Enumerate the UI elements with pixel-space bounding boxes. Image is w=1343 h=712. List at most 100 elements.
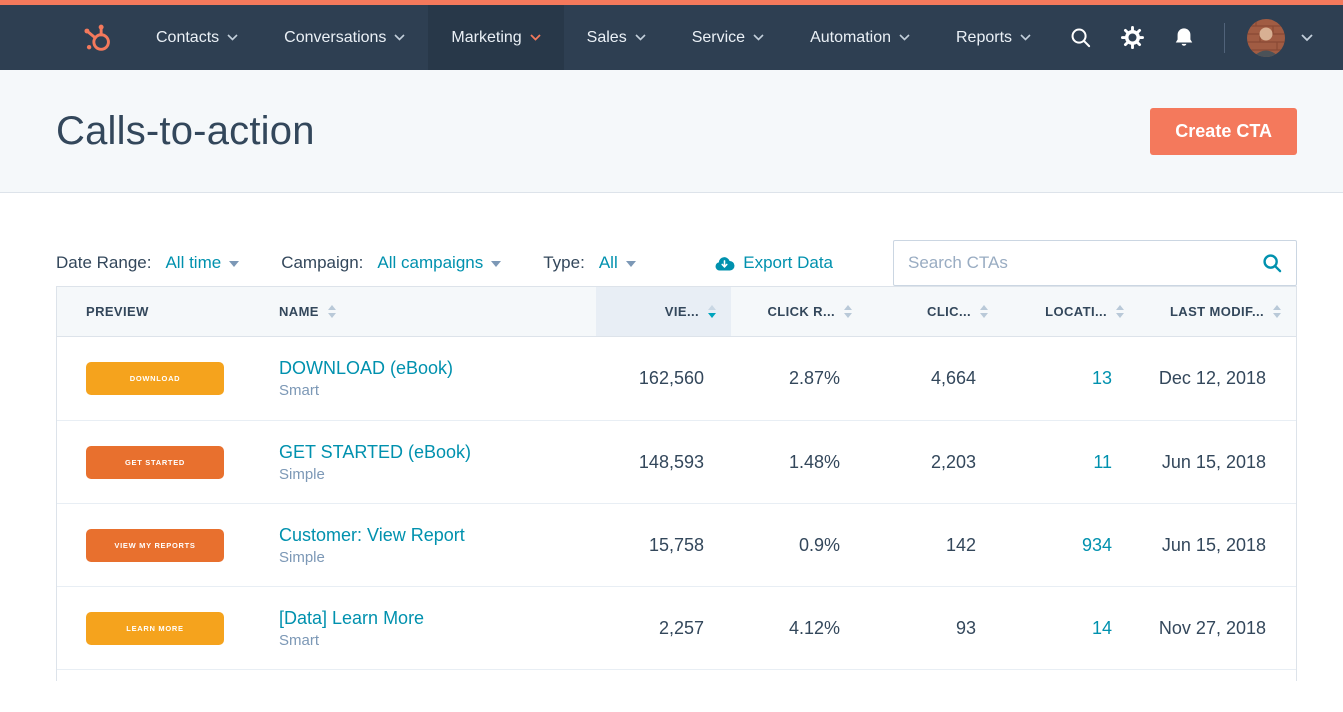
navbar-divider (1224, 22, 1226, 53)
chevron-down-icon (899, 34, 910, 41)
nav-item-marketing[interactable]: Marketing (428, 5, 564, 70)
type-dropdown[interactable]: All (599, 253, 636, 273)
sort-arrows-icon (327, 305, 336, 318)
table-header-row: PREVIEW NAME VIE... CLICK R... CLIC... L… (57, 287, 1296, 337)
column-header-locations[interactable]: LOCATI... (1003, 304, 1139, 319)
page-title: Calls-to-action (56, 108, 315, 153)
views-value: 15,758 (648, 534, 704, 555)
last-modified-value: Jun 15, 2018 (1161, 451, 1266, 472)
cta-name-link[interactable]: Customer: View Report (279, 524, 465, 545)
name-cell: DOWNLOAD (eBook) Smart (279, 358, 596, 399)
table-row: VIEW MY REPORTS Customer: View Report Si… (57, 504, 1296, 587)
name-cell: [Data] Learn More Smart (279, 608, 596, 649)
nav-item-label: Reports (956, 28, 1013, 46)
type-filter: Type: All (543, 253, 636, 273)
views-value: 148,593 (638, 451, 704, 472)
views-value: 2,257 (658, 617, 704, 638)
column-label: PREVIEW (86, 304, 149, 319)
clicks-value: 4,664 (930, 368, 976, 388)
hubspot-logo[interactable] (82, 5, 113, 70)
table-row: DOWNLOAD DOWNLOAD (eBook) Smart 162,560 … (57, 337, 1296, 421)
last-modified-value: Jun 15, 2018 (1161, 534, 1266, 555)
sort-arrows-icon (1116, 305, 1124, 318)
preview-cell: DOWNLOAD (57, 362, 279, 395)
nav-item-conversations[interactable]: Conversations (261, 5, 428, 70)
nav-item-sales[interactable]: Sales (564, 5, 669, 70)
search-ctas-input[interactable] (893, 240, 1297, 286)
cta-type: Simple (279, 548, 325, 566)
account-chevron-icon[interactable] (1301, 33, 1313, 42)
export-data-button[interactable]: Export Data (714, 253, 833, 273)
locations-link[interactable]: 934 (1081, 534, 1112, 555)
cta-name-link[interactable]: GET STARTED (eBook) (279, 441, 472, 462)
nav-item-contacts[interactable]: Contacts (133, 5, 261, 70)
cta-type: Smart (279, 382, 320, 399)
cta-preview-button[interactable]: DOWNLOAD (86, 362, 224, 395)
cta-table: PREVIEW NAME VIE... CLICK R... CLIC... L… (56, 286, 1297, 681)
column-label: CLIC... (927, 304, 971, 319)
clicks-value: 142 (945, 534, 976, 555)
settings-button[interactable] (1106, 26, 1158, 49)
preview-cell: LEARN MORE (57, 611, 279, 645)
last-modified-value: Dec 12, 2018 (1158, 368, 1266, 388)
clicks-value: 2,203 (930, 451, 976, 472)
search-ctas-box (893, 240, 1297, 286)
cloud-download-icon (715, 256, 735, 270)
nav-item-reports[interactable]: Reports (933, 5, 1054, 70)
last-modified-value: Nov 27, 2018 (1158, 617, 1266, 638)
sort-arrows-icon (708, 305, 716, 318)
locations-link[interactable]: 14 (1091, 617, 1112, 638)
type-label: Type: (543, 253, 585, 272)
column-header-clicks[interactable]: CLIC... (867, 304, 1003, 319)
click-rate-value: 4.12% (788, 617, 840, 638)
navbar-actions (1054, 5, 1343, 70)
column-label: NAME (279, 304, 319, 319)
sort-arrows-icon (980, 305, 988, 318)
column-header-click-rate[interactable]: CLICK R... (731, 304, 867, 319)
click-rate-value: 2.87% (788, 368, 840, 388)
column-label: CLICK R... (767, 304, 835, 319)
notifications-button[interactable] (1158, 26, 1210, 49)
top-navbar: Contacts Conversations Marketing Sales S… (0, 5, 1343, 70)
avatar[interactable] (1247, 18, 1286, 57)
views-value: 162,560 (638, 368, 704, 388)
column-header-name[interactable]: NAME (279, 304, 596, 319)
table-row-partial (57, 670, 1296, 681)
cta-name-link[interactable]: [Data] Learn More (279, 607, 425, 628)
cta-type: Simple (279, 465, 325, 483)
campaign-dropdown[interactable]: All campaigns (377, 253, 502, 273)
locations-link[interactable]: 11 (1093, 451, 1112, 472)
cta-name-link[interactable]: DOWNLOAD (eBook) (279, 358, 454, 378)
bell-icon (1175, 28, 1193, 46)
column-header-preview: PREVIEW (57, 304, 279, 319)
cta-preview-button[interactable]: VIEW MY REPORTS (86, 528, 224, 562)
nav-item-automation[interactable]: Automation (787, 5, 933, 70)
date-range-dropdown[interactable]: All time (165, 253, 240, 273)
locations-link[interactable]: 13 (1091, 368, 1112, 388)
caret-down-icon (625, 261, 636, 267)
caret-down-icon (229, 261, 240, 267)
chevron-down-icon (1020, 34, 1031, 41)
column-label: LAST MODIF... (1169, 304, 1264, 319)
create-cta-button[interactable]: Create CTA (1150, 107, 1297, 155)
column-header-last-modified[interactable]: LAST MODIF... (1139, 304, 1296, 319)
campaign-filter: Campaign: All campaigns (281, 253, 502, 273)
search-icon (1071, 28, 1090, 48)
nav-item-label: Marketing (451, 28, 522, 46)
page-header: Calls-to-action Create CTA (0, 70, 1343, 193)
table-row: GET STARTED GET STARTED (eBook) Simple 1… (57, 421, 1296, 504)
cta-preview-button[interactable]: LEARN MORE (86, 611, 224, 645)
cta-preview-button[interactable]: GET STARTED (86, 445, 224, 479)
nav-item-label: Contacts (156, 28, 220, 46)
sort-arrows-icon (844, 305, 852, 318)
chevron-down-icon (753, 34, 764, 41)
preview-cell: GET STARTED (57, 445, 279, 479)
chevron-down-icon (394, 34, 405, 41)
gear-icon (1120, 26, 1144, 49)
click-rate-value: 0.9% (798, 534, 840, 555)
search-icon[interactable] (1261, 252, 1283, 279)
column-header-views[interactable]: VIE... (596, 287, 731, 336)
search-button[interactable] (1054, 26, 1106, 49)
nav-item-service[interactable]: Service (669, 5, 787, 70)
chevron-down-icon (530, 34, 541, 41)
